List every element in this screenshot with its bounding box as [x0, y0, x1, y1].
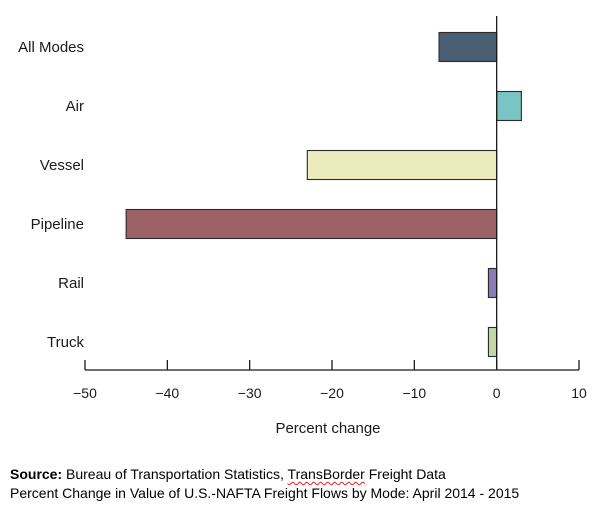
x-axis-ticks: −50 −40 −30 −20 −10 0 10	[73, 360, 587, 401]
x-axis-title: Percent change	[275, 420, 380, 437]
category-label-all-modes: All Modes	[18, 39, 84, 56]
x-tick-label: −50	[73, 385, 97, 401]
caption-source: Source: Bureau of Transportation Statist…	[10, 466, 446, 482]
category-label-air: Air	[66, 98, 84, 115]
bar-vessel	[306, 149, 498, 181]
bar-rail	[487, 267, 498, 299]
x-tick-label: −10	[402, 385, 426, 401]
caption-source-flagged: TransBorder	[287, 466, 365, 482]
x-tick-label: 0	[493, 385, 501, 401]
caption-source-label: Source:	[10, 466, 63, 482]
x-tick-label: −20	[320, 385, 344, 401]
bar-all-modes	[438, 31, 498, 63]
bars-group	[125, 31, 522, 358]
caption-title: Percent Change in Value of U.S.-NAFTA Fr…	[10, 485, 520, 501]
category-labels: All Modes Air Vessel Pipeline Rail Truck	[18, 39, 84, 351]
category-label-pipeline: Pipeline	[31, 216, 84, 233]
x-tick-label: 10	[571, 385, 587, 401]
category-label-vessel: Vessel	[40, 157, 84, 174]
bar-air	[496, 90, 522, 122]
x-tick-label: −30	[238, 385, 262, 401]
caption-source-pre: Bureau of Transportation Statistics,	[62, 466, 288, 482]
caption-source-post: Freight Data	[364, 466, 446, 482]
bar-truck	[487, 326, 498, 358]
x-tick-label: −40	[155, 385, 179, 401]
category-label-truck: Truck	[47, 334, 84, 351]
category-label-rail: Rail	[58, 275, 84, 292]
bar-pipeline	[125, 208, 498, 240]
